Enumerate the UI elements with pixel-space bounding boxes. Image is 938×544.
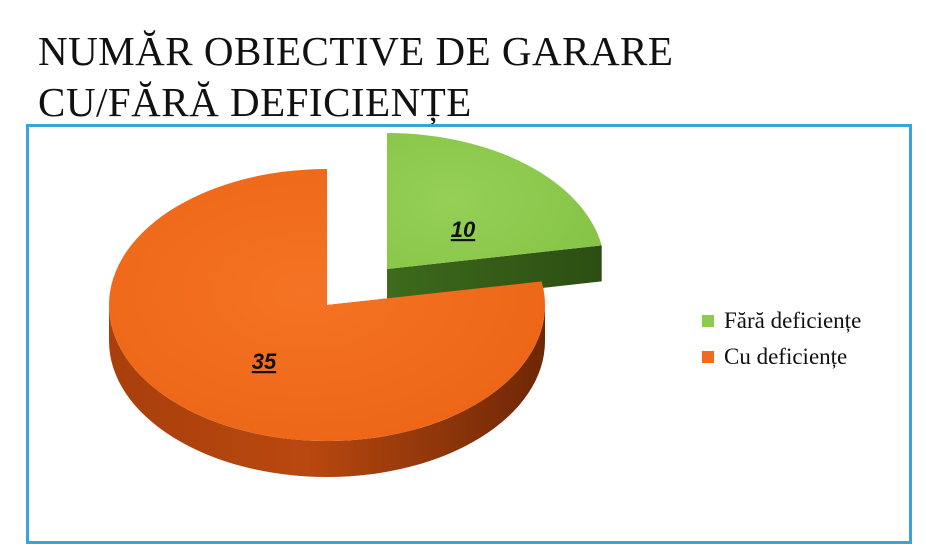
title-line-1: NUMĂR OBIECTIVE DE GARARE [38, 28, 674, 74]
data-label-cu-deficiente: 35 [252, 349, 277, 374]
legend-item-fara-deficiente: Fără deficiențe [702, 303, 861, 339]
slice-side-fara-deficiente [387, 133, 602, 305]
data-label-fara-deficiente: 10 [451, 217, 476, 242]
pie-chart: 10 35 [109, 133, 602, 477]
page-title: NUMĂR OBIECTIVE DE GARARE CU/FĂRĂ DEFICI… [38, 26, 673, 128]
legend-label-fara-deficiente: Fără deficiențe [724, 308, 862, 333]
legend-swatch-fara-deficiente [702, 315, 714, 327]
legend-item-cu-deficiente: Cu deficiențe [702, 339, 861, 375]
slice-fara-deficiente [387, 133, 602, 269]
legend: Fără deficiențe Cu deficiențe [702, 303, 861, 375]
legend-label-cu-deficiente: Cu deficiențe [724, 344, 848, 369]
slice-cu-deficiente [109, 169, 546, 442]
legend-swatch-cu-deficiente [702, 351, 714, 363]
title-line-2: CU/FĂRĂ DEFICIENȚE [38, 79, 472, 125]
